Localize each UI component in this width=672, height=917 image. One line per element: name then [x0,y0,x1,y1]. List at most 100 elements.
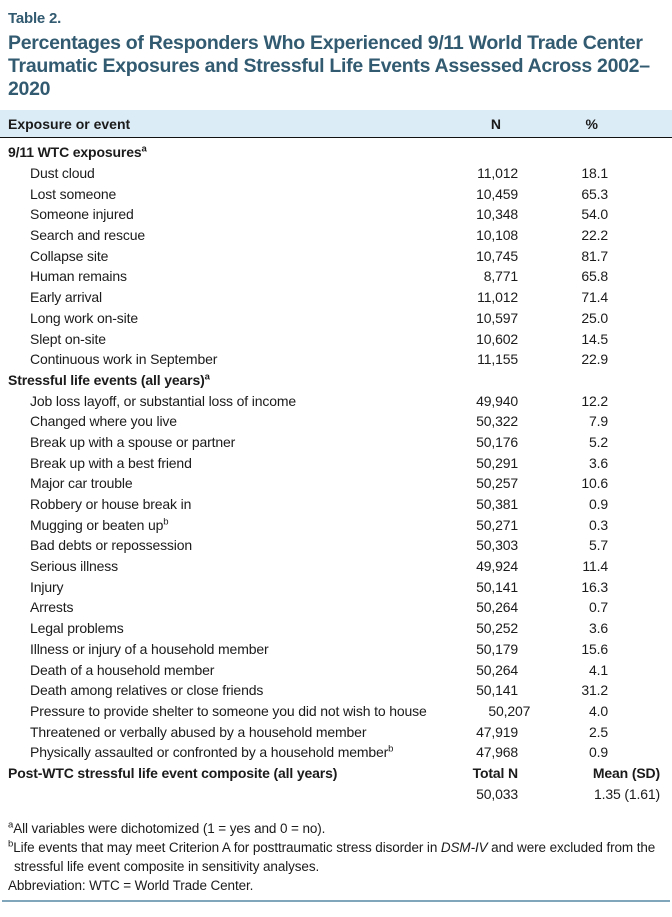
row-label: Death among relatives or close friends [0,682,398,698]
data-row: Break up with a best friend 50,291 3.6 [0,452,672,473]
footnote-b-text-before: Life events that may meet Criterion A fo… [13,840,441,855]
column-header-exposure: Exposure or event [8,115,131,132]
row-label: Bad debts or repossession [0,537,398,553]
row-label: Legal problems [0,620,398,636]
n-value: 50,381 [476,496,518,513]
composite-row: Post-WTC stressful life event composite … [0,763,672,784]
row-label: Death of a household member [0,662,398,678]
data-row: Serious illness 49,924 11.4 [0,556,672,577]
row-label-text: Slept on-site [30,330,106,347]
section-row: Stressful life events (all years)a [0,370,672,391]
footnote-a-text: All variables were dichotomized (1 = yes… [13,821,326,836]
pct-value: 5.7 [588,537,608,554]
pct-value: 65.8 [581,268,608,285]
footnote-marker: b [388,743,394,755]
data-row: Break up with a spouse or partner 50,176 5… [0,432,672,453]
n-value: 50,179 [476,640,518,657]
data-row: Legal problems 50,252 3.6 [0,618,672,639]
section-row: 9/11 WTC exposuresa [0,142,672,163]
n-value: 50,252 [476,620,518,637]
n-value: 47,968 [476,744,518,761]
row-label: Robbery or house break in [0,496,398,512]
data-row: Someone injured 10,348 54.0 [0,204,672,225]
bottom-rule-divider [2,900,670,902]
pct-value: 22.2 [581,227,608,244]
row-label: Someone injured [0,206,398,222]
data-row: Search and rescue 10,108 22.2 [0,225,672,246]
pct-value: 0.7 [588,599,608,616]
pct-value: Mean (SD) [592,764,660,781]
table-title: Percentages of Responders Who Experience… [8,32,650,100]
row-label-text: Continuous work in September [30,351,218,368]
footnote-b-text-after: and were excluded from the stressful lif… [14,840,656,874]
row-label-text: Human remains [30,268,127,285]
column-header-n: N [490,115,501,132]
data-row: Lost someone 10,459 65.3 [0,183,672,204]
row-label: Post-WTC stressful life event composite … [0,765,398,781]
row-label: Early arrival [0,289,398,305]
row-label-text: Death among relatives or close friends [30,682,264,699]
data-row: Death among relatives or close friends 50… [0,680,672,701]
row-label: Illness or injury of a household member [0,641,398,657]
pct-value: 14.5 [581,330,608,347]
row-label: Stressful life events (all years)a [0,372,398,388]
n-value: 10,108 [476,227,518,244]
row-label: Continuous work in September [0,351,398,367]
data-row: Physically assaulted or confronted by a … [0,742,672,763]
row-label: Lost someone [0,186,398,202]
pct-value: 0.9 [588,744,608,761]
data-row: Death of a household member 50,264 4.1 [0,659,672,680]
row-label-text: Long work on-site [30,309,138,326]
row-label-text: Early arrival [30,289,102,306]
pct-value: 1.35 (1.61) [593,785,660,802]
footnote-b-italic: DSM-IV [440,840,488,855]
n-value: 10,597 [476,309,518,326]
pct-value: 65.3 [581,185,608,202]
pct-value: 22.9 [581,351,608,368]
n-value: 10,745 [476,247,518,264]
n-value: 10,348 [476,206,518,223]
row-label: Changed where you live [0,413,398,429]
row-label: Long work on-site [0,310,398,326]
row-label: Physically assaulted or confronted by a … [0,744,398,760]
n-value: 11,155 [477,351,518,368]
n-value: 50,291 [476,454,518,471]
row-label: Human remains [0,268,398,284]
data-row: Bad debts or repossession 50,303 5.7 [0,535,672,556]
footnote-marker: a [141,143,147,155]
row-label: Search and rescue [0,227,398,243]
data-row: Illness or injury of a household member 5… [0,639,672,660]
pct-value: 18.1 [581,165,608,182]
footnote-b-marker: b [8,838,14,850]
row-label-text: Dust cloud [30,165,95,182]
row-label: Job loss layoff, or substantial loss of … [0,393,398,409]
n-value: 10,602 [476,330,518,347]
row-label: Major car trouble [0,475,398,491]
data-row: Dust cloud 11,012 18.1 [0,163,672,184]
data-row: Continuous work in September 11,155 22.9 [0,349,672,370]
table-footnotes: aAll variables were dichotomized (1 = ye… [8,819,666,895]
pct-value: 2.5 [588,723,608,740]
column-header-pct: % [585,115,598,132]
row-label-text: Stressful life events (all years) [8,371,205,388]
pct-value: 0.3 [588,516,608,533]
row-label: Break up with a spouse or partner [0,434,398,450]
row-label: Break up with a best friend [0,455,398,471]
n-value: 50,303 [476,537,518,554]
table-body: 9/11 WTC exposuresa Dust cloud 11,012 18.1 L… [0,138,672,804]
pct-value: 3.6 [588,454,608,471]
pct-value: 81.7 [581,247,608,264]
footnote-abbreviation: Abbreviation: WTC = World Trade Center. [8,878,254,893]
data-row: Changed where you live 50,322 7.9 [0,411,672,432]
row-label-text: Job loss layoff, or substantial loss of … [30,392,296,409]
row-label-text: Pressure to provide shelter to someone y… [30,702,427,719]
data-row: Job loss layoff, or substantial loss of … [0,390,672,411]
data-row: Early arrival 11,012 71.4 [0,287,672,308]
row-label: 9/11 WTC exposuresa [0,144,398,160]
row-label-text: Arrests [30,599,74,616]
footnote-a-marker: a [8,819,14,831]
n-value: 10,459 [476,185,518,202]
pct-value: 4.1 [588,661,608,678]
pct-value: 12.2 [581,392,608,409]
